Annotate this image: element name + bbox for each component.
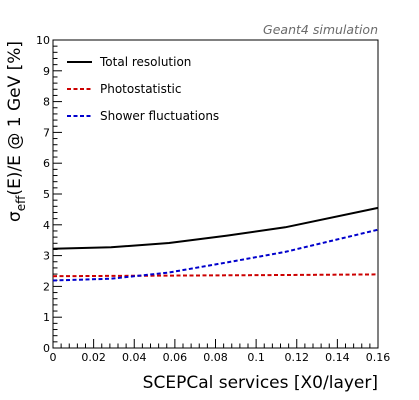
y-tick-label: 3 [43, 250, 50, 263]
y-axis-title-subscript: eff [14, 195, 28, 211]
y-tick-label: 0 [43, 342, 50, 355]
y-axis-title-prefix: σ [5, 211, 25, 222]
y-tick-label: 4 [43, 219, 50, 232]
x-axis-title: SCEPCal services [X0/layer] [143, 373, 378, 393]
simulation-annotation: Geant4 simulation [263, 22, 378, 37]
series-line-total-resolution [52, 206, 379, 250]
y-tick-label: 8 [43, 96, 50, 109]
legend-label: Photostatistic [100, 82, 181, 96]
x-tick-label: 0.14 [325, 351, 350, 364]
y-tick-label: 5 [43, 188, 50, 201]
series-lines [52, 206, 379, 282]
x-tick-label: 0.04 [122, 351, 147, 364]
x-tick-label: 0.08 [203, 351, 228, 364]
y-tick-label: 9 [43, 65, 50, 78]
x-tick-label: 0 [50, 351, 57, 364]
series-line-photostatistic [52, 273, 379, 278]
series-line-shower-fluctuations [52, 228, 379, 282]
x-tick-label: 0.02 [81, 351, 106, 364]
legend: Total resolution Photostatistic Shower flu… [67, 55, 219, 123]
y-tick-label: 7 [43, 126, 50, 139]
y-tick-label: 1 [43, 311, 50, 324]
y-tick-label: 2 [43, 280, 50, 293]
x-tick-label: 0.12 [285, 351, 310, 364]
axis-ticks: 0 0.02 0.04 0.06 0.08 0.1 0.12 0.14 0.16 0 1 2 3 4 5 6 7… [36, 34, 390, 364]
y-axis-title-suffix: (E)/E @ 1 GeV [%] [5, 41, 25, 196]
legend-label: Total resolution [99, 55, 191, 69]
x-tick-label: 0.1 [247, 351, 265, 364]
x-tick-label: 0.06 [163, 351, 188, 364]
x-tick-label: 0.16 [366, 351, 391, 364]
y-axis-title: σeff(E)/E @ 1 GeV [%] [5, 41, 28, 222]
y-tick-label: 6 [43, 157, 50, 170]
legend-label: Shower fluctuations [100, 109, 219, 123]
y-tick-label: 10 [36, 34, 50, 47]
